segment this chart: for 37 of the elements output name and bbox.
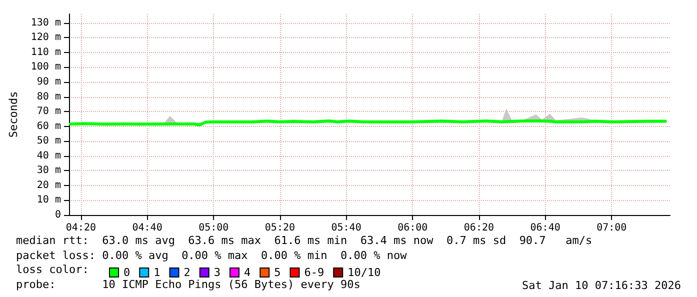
y-tick-label: 90 m (36, 76, 61, 88)
legend-label: 1 (154, 266, 160, 279)
y-tick-label: 120 m (30, 32, 61, 44)
y-tick-label: 40 m (36, 150, 61, 162)
y-tick-label: 30 m (36, 165, 61, 176)
y-tick-label: 0 (54, 210, 61, 220)
y-tick-label: 80 m (36, 91, 61, 102)
text: probe: 10 ICMP Echo Pings (56 Bytes) every 90s (16, 278, 360, 291)
y-tick-label: 110 m (30, 46, 61, 58)
x-tick-label: 06:00 (398, 222, 428, 234)
y-tick-label: 100 m (30, 62, 61, 73)
legend-label: 0 (124, 266, 130, 279)
text: Sat Jan 10 07:16:33 2026 (522, 279, 682, 292)
y-tick-label: 10 m (36, 194, 61, 206)
legend-label: 5 (274, 266, 281, 279)
x-tick-label: 07:00 (596, 222, 627, 234)
legend-title: loss color: (16, 263, 89, 276)
y-axis-title: Seconds (7, 91, 20, 138)
x-tick-label: 06:20 (464, 222, 494, 234)
legend-label: 6-9 (304, 266, 324, 279)
y-tick-label: 130 m (30, 17, 61, 28)
x-tick-label: 05:20 (264, 222, 295, 234)
legend-label: 4 (244, 266, 251, 279)
legend-label: 3 (214, 266, 220, 279)
y-tick-label: 50 m (36, 136, 61, 147)
x-tick-label: 05:40 (331, 222, 362, 234)
legend-label: 10/10 (348, 266, 381, 279)
x-tick-label: 05:00 (198, 222, 229, 234)
y-tick-label: 20 m (36, 180, 61, 191)
x-tick-label: 04:40 (132, 222, 162, 234)
text: packet loss: 0.00 % avg 0.00 % max 0.00 % min 0.00 % now (16, 249, 408, 262)
x-tick-label: 04:20 (66, 222, 96, 234)
legend-label: 2 (184, 266, 190, 279)
y-tick-label: 70 m (36, 106, 61, 118)
x-tick-label: 06:40 (530, 222, 560, 234)
y-tick-label: 60 m (36, 120, 61, 132)
text: median rtt: 63.0 ms avg 63.6 ms max 61.6 ms min 63.4 ms now 0.7 ms sd 90.7 am/s (16, 234, 592, 247)
